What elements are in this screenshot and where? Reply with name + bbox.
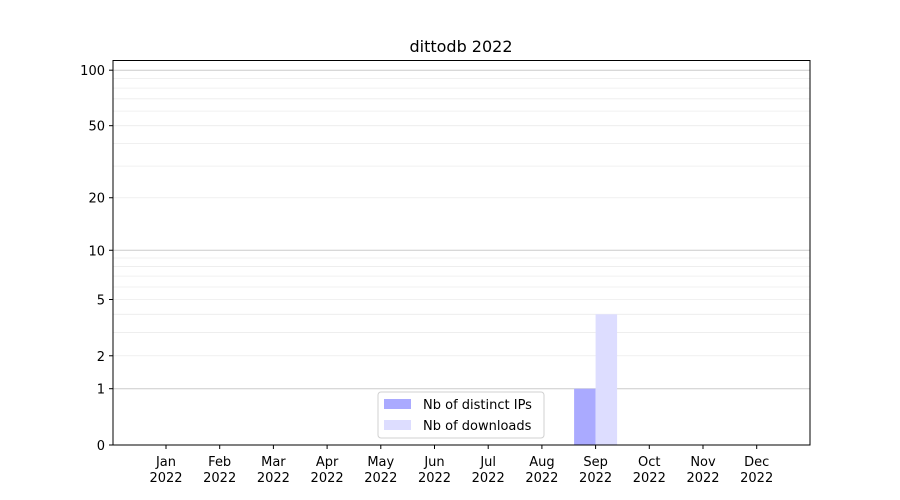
bar (595, 314, 618, 445)
x-tick-label: Apr 2022 (311, 455, 344, 486)
y-tick-label: 50 (88, 120, 105, 135)
y-tick-label: 5 (97, 293, 105, 308)
x-tick-label: Aug 2022 (525, 455, 558, 486)
legend-swatch (384, 399, 411, 409)
x-tick-label: Oct 2022 (633, 455, 666, 486)
legend-label: Nb of downloads (423, 419, 532, 434)
x-tick-label: Dec 2022 (740, 455, 773, 486)
y-tick-label: 0 (97, 439, 105, 454)
x-tick-label: Jun 2022 (418, 455, 451, 486)
legend-box (377, 391, 545, 439)
y-tick-label: 100 (80, 64, 105, 79)
legend-swatch (384, 420, 411, 430)
y-tick-label: 10 (88, 244, 105, 259)
plot-frame (112, 60, 811, 446)
x-tick-label: Feb 2022 (203, 455, 236, 486)
bar (574, 388, 596, 445)
y-tick-label: 20 (88, 192, 105, 207)
x-tick-label: May 2022 (364, 455, 397, 486)
x-tick-label: Nov 2022 (686, 455, 719, 486)
legend-label: Nb of distinct IPs (423, 398, 532, 413)
chart-title: dittodb 2022 (409, 37, 512, 56)
x-tick-label: Mar 2022 (257, 455, 290, 486)
legend: Nb of distinct IPs Nb of downloads (377, 391, 545, 439)
x-tick-label: Jul 2022 (472, 455, 505, 486)
y-tick-label: 2 (97, 350, 105, 365)
x-tick-label: Sep 2022 (579, 455, 612, 486)
y-tick-label: 1 (97, 383, 105, 398)
x-tick-label: Jan 2022 (149, 455, 182, 486)
